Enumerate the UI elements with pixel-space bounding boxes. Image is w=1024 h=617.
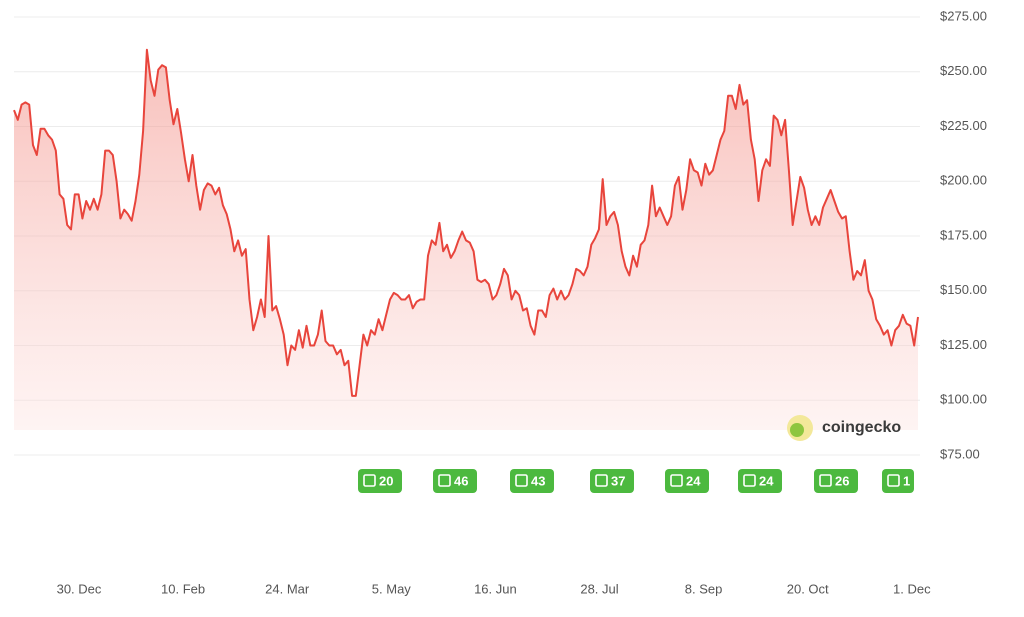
x-tick-label: 16. Jun — [474, 581, 517, 596]
badge-count: 26 — [835, 473, 849, 488]
badge-count: 37 — [611, 473, 625, 488]
y-tick-label: $225.00 — [940, 118, 987, 133]
badge-count: 24 — [759, 473, 774, 488]
news-badge[interactable]: 24 — [665, 469, 709, 493]
badge-icon — [670, 474, 683, 487]
news-badge[interactable]: 37 — [590, 469, 634, 493]
y-tick-label: $100.00 — [940, 392, 987, 407]
plot: $75.00 $100.00 $125.00 $150.00 $175.00 $200.0… — [13, 8, 987, 596]
price-line — [13, 48, 919, 397]
badge-count: 1 — [903, 473, 910, 488]
badge-count: 43 — [531, 473, 545, 488]
y-tick-label: $150.00 — [940, 282, 987, 297]
logo-inner — [790, 423, 804, 437]
x-tick-label: 30. Dec — [57, 581, 102, 596]
badge-icon — [743, 474, 756, 487]
x-tick-label: 24. Mar — [265, 581, 310, 596]
news-badge[interactable]: 1 — [882, 469, 914, 493]
badge-count: 20 — [379, 473, 393, 488]
badge-icon — [819, 474, 832, 487]
badge-icon — [438, 474, 451, 487]
x-tick-label: 1. Dec — [893, 581, 931, 596]
badge-count: 24 — [686, 473, 701, 488]
y-tick-label: $200.00 — [940, 173, 987, 188]
badge-icon — [515, 474, 528, 487]
y-tick-label: $250.00 — [940, 63, 987, 78]
x-tick-label: 8. Sep — [685, 581, 723, 596]
x-tick-label: 5. May — [372, 581, 412, 596]
badge-icon — [363, 474, 376, 487]
y-tick-label: $175.00 — [940, 227, 987, 242]
news-badge[interactable]: 20 — [358, 469, 402, 493]
watermark-text: coingecko — [822, 419, 901, 436]
area — [14, 49, 918, 431]
x-tick-label: 28. Jul — [580, 581, 618, 596]
news-badge[interactable]: 26 — [814, 469, 858, 493]
news-badge[interactable]: 46 — [433, 469, 477, 493]
x-tick-label: 10. Feb — [161, 581, 205, 596]
x-tick-label: 20. Oct — [787, 581, 829, 596]
y-tick-label: $275.00 — [940, 8, 987, 23]
y-tick-label: $75.00 — [940, 446, 980, 461]
badge-count: 46 — [454, 473, 468, 488]
news-badge[interactable]: 24 — [738, 469, 782, 493]
news-badge[interactable]: 43 — [510, 469, 554, 493]
y-tick-label: $125.00 — [940, 337, 987, 352]
badge-icon — [887, 474, 900, 487]
badge-icon — [595, 474, 608, 487]
watermark: coingecko — [787, 415, 901, 441]
